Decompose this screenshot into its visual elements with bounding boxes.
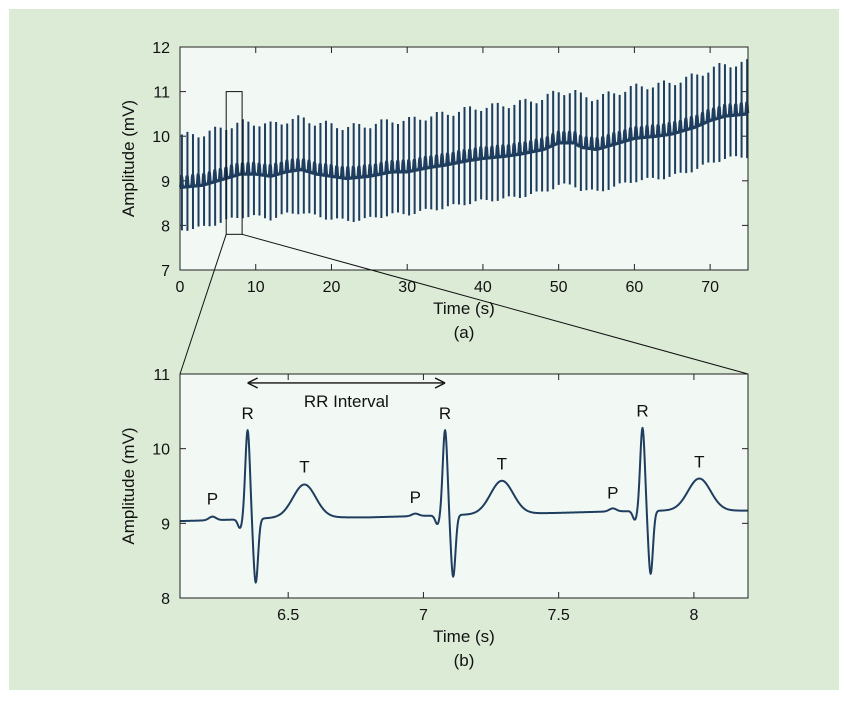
zoom-connector-left [179, 234, 227, 375]
wave-label-r: R [241, 404, 253, 423]
panel-a-ytick-label: 7 [161, 263, 170, 280]
panel-b-y-axis-label: Amplitude (mV) [119, 427, 138, 544]
panel-a-xtick-label: 60 [626, 279, 644, 296]
wave-label-r: R [439, 404, 451, 423]
panel-b-ytick-label: 11 [153, 367, 170, 384]
rr-interval-label: RR Interval [304, 392, 389, 411]
zoom-connector-right [241, 233, 749, 375]
wave-label-t: T [299, 458, 309, 477]
panel-b-ytick-label: 9 [161, 516, 170, 533]
wave-label-t: T [694, 452, 704, 471]
wave-label-p: P [207, 490, 218, 509]
panel-a-xtick-label: 20 [323, 279, 341, 296]
panel-a-xtick-label: 10 [247, 279, 265, 296]
panel-b-panel-label: (b) [454, 651, 475, 670]
panel-b-ecg-trace [179, 426, 749, 584]
rr-interval-arrowhead-right [434, 377, 446, 389]
panel-b-plot-area [180, 374, 748, 598]
panel-a-xtick-label: 0 [176, 279, 185, 296]
panel-a-ytick-label: 9 [161, 174, 170, 191]
panel-a-xtick-label: 70 [701, 279, 719, 296]
panel-b-axes-frame [179, 373, 749, 599]
wave-label-r: R [636, 402, 648, 421]
panel-a-axes-frame [179, 46, 749, 271]
panel-a-panel-label: (a) [454, 323, 475, 342]
panel-b-ytick-label: 8 [161, 591, 170, 608]
panel-a-ytick-label: 10 [152, 129, 170, 146]
panel-a-ytick-label: 12 [152, 40, 170, 57]
wave-label-p: P [410, 488, 421, 507]
panel-b-xtick-label: 6.5 [277, 607, 299, 624]
panel-a-xtick-label: 30 [398, 279, 416, 296]
rr-interval-arrowhead-left [247, 377, 258, 389]
wave-label-t: T [497, 455, 507, 474]
panel-a-x-axis-label: Time (s) [433, 299, 495, 318]
panel-b-xtick-label: 7 [419, 607, 428, 624]
ecg-figure: 0 10 20 30 40 50 60 70 7 8 9 10 11 12 Time (s) (a) Ampli… [119, 40, 750, 670]
zoom-box [225, 91, 243, 235]
panel-a-xtick-label: 50 [550, 279, 568, 296]
wave-label-p: P [607, 484, 618, 503]
figure-panel: 0 10 20 30 40 50 60 70 7 8 9 10 11 12 Time (s) (a) Ampli… [9, 9, 839, 690]
panel-a-y-axis-label: Amplitude (mV) [119, 100, 138, 217]
panel-b-xtick-label: 7.5 [548, 607, 570, 624]
panel-a-ytick-label: 8 [161, 218, 170, 235]
panel-a-xtick-label: 40 [474, 279, 492, 296]
panel-b-ytick-label: 10 [152, 442, 170, 459]
panel-a-ytick-label: 11 [153, 85, 170, 102]
panel-b-xtick-label: 8 [689, 607, 698, 624]
panel-b-x-axis-label: Time (s) [433, 627, 495, 646]
